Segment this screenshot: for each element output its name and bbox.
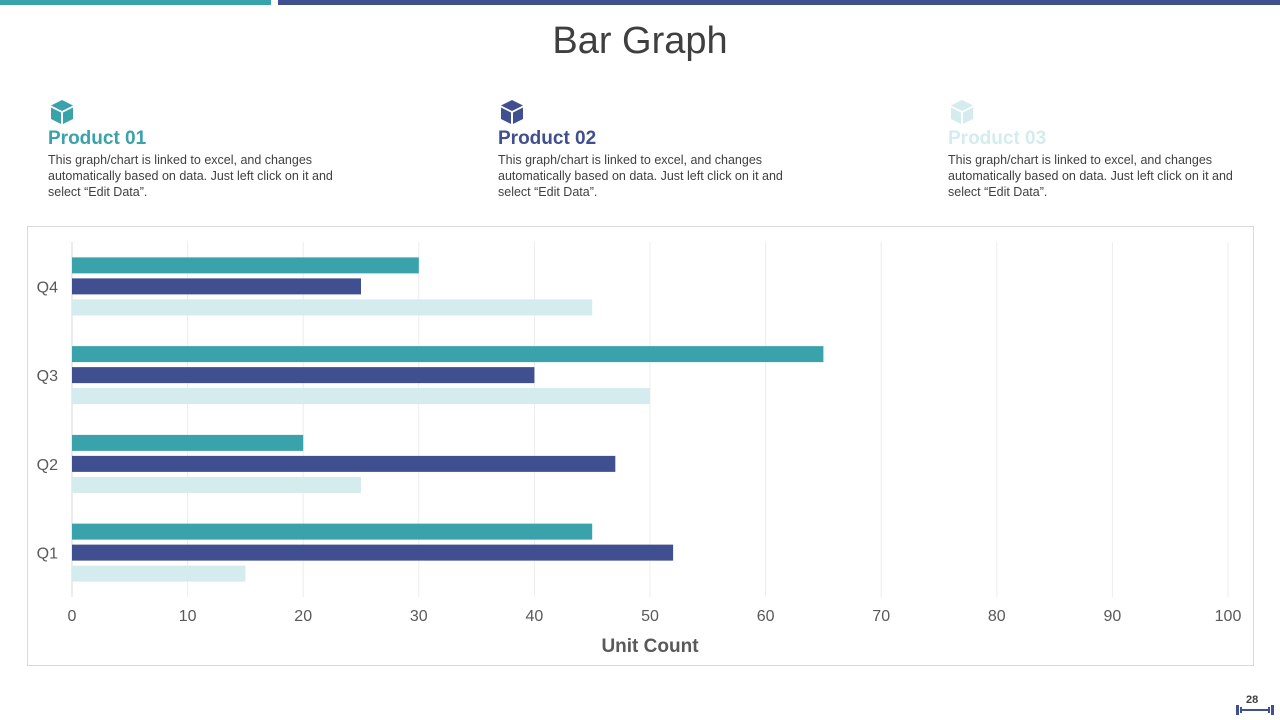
bar-q1-series-2 [72,544,674,561]
product-01-name: Product 01 [48,128,147,149]
bar-q4-series-2 [72,278,361,295]
x-axis-title: Unit Count [601,636,699,657]
y-category-label: Q4 [37,279,58,296]
x-tick-label: 0 [68,608,77,625]
bar-q2-series-1 [72,434,304,451]
product-01-description: This graph/chart is linked to excel, and… [48,153,333,199]
top-accent-bar-right [278,0,1280,5]
x-tick-label: 90 [1104,608,1122,625]
product-03-block: Product 03 This graph/chart is linked to… [948,98,1248,200]
bar-q3-series-3 [72,388,650,405]
box-icon [951,100,973,124]
bar-q3-series-1 [72,346,824,363]
top-accent-bar-left [0,0,271,5]
page-number: 28 [1246,694,1259,706]
product-02-name: Product 02 [498,128,597,149]
x-tick-label: 10 [179,608,197,625]
x-tick-label: 70 [872,608,890,625]
x-tick-label: 20 [294,608,312,625]
x-tick-label: 100 [1215,608,1242,625]
bar-q4-series-3 [72,299,593,316]
x-tick-label: 80 [988,608,1006,625]
slide-title: Bar Graph [552,20,728,62]
product-03-name: Product 03 [948,128,1047,149]
bar-q1-series-1 [72,523,593,540]
x-tick-label: 60 [757,608,775,625]
product-03-description: This graph/chart is linked to excel, and… [948,153,1233,199]
bar-q2-series-3 [72,476,361,493]
product-02-block: Product 02 This graph/chart is linked to… [498,98,798,200]
x-tick-label: 30 [410,608,428,625]
product-01-block: Product 01 This graph/chart is linked to… [48,98,348,200]
bar-q3-series-2 [72,367,535,384]
box-icon [51,100,73,124]
y-category-label: Q1 [37,546,58,563]
y-category-label: Q2 [37,457,58,474]
product-02-description: This graph/chart is linked to excel, and… [498,153,783,199]
dumbbell-icon [1236,705,1274,715]
bar-chart: 0 10 20 30 40 50 60 70 80 90 100 Unit Count Q1 Q2 Q3 Q4 [37,242,1242,657]
bar-q2-series-2 [72,455,616,472]
chart-frame: 0 10 20 30 40 50 60 70 80 90 100 Unit Count Q1 Q2 Q3 Q4 [27,226,1254,666]
x-tick-label: 40 [526,608,544,625]
x-tick-label: 50 [641,608,659,625]
bar-q4-series-1 [72,257,419,274]
bar-q1-series-3 [72,565,246,582]
y-category-label: Q3 [37,368,58,385]
box-icon [501,100,523,124]
